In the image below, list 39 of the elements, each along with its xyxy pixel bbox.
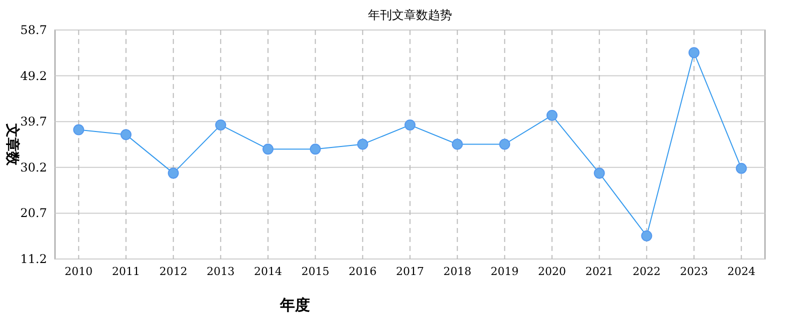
x-tick-label: 2013 [206,265,235,278]
point [594,168,605,179]
point [499,138,510,150]
y-axis-title: 文章数 [4,122,21,166]
x-tick-label: 2021 [585,265,614,278]
y-tick-label: 49.2 [20,68,47,83]
x-tick-label: 2015 [301,265,330,278]
y-tick-label: 11.2 [20,252,47,266]
point [120,129,132,140]
point [168,168,179,179]
x-tick-label: 2022 [632,265,661,278]
point [310,144,321,155]
point [262,144,274,155]
x-tick-label: 2018 [443,265,472,278]
x-tick-label: 2011 [112,265,140,278]
y-tick-label: 58.7 [20,23,47,37]
y-tick-label: 20.7 [20,206,47,220]
point [404,119,416,130]
point [73,124,84,136]
x-tick-label: 2010 [64,265,93,278]
x-tick-label: 2024 [727,265,756,278]
point [215,119,226,130]
x-tick-label: 2017 [396,265,424,278]
point [688,47,700,58]
chart-title: 年刊文章数趋势 [368,8,452,22]
point [452,138,463,150]
point [641,230,652,242]
x-tick-label: 2023 [680,265,708,278]
point [546,110,558,121]
x-tick-label: 2019 [490,265,519,278]
x-tick-label: 2020 [538,265,566,278]
x-tick-label: 2012 [159,265,188,278]
x-tick-label: 2016 [348,265,377,278]
y-tick-label: 39.7 [20,114,47,129]
point [736,162,747,174]
x-axis-title: 年度 [279,296,310,314]
x-tick-label: 2014 [254,265,282,278]
y-tick-label: 30.2 [20,160,47,174]
point [357,138,368,150]
